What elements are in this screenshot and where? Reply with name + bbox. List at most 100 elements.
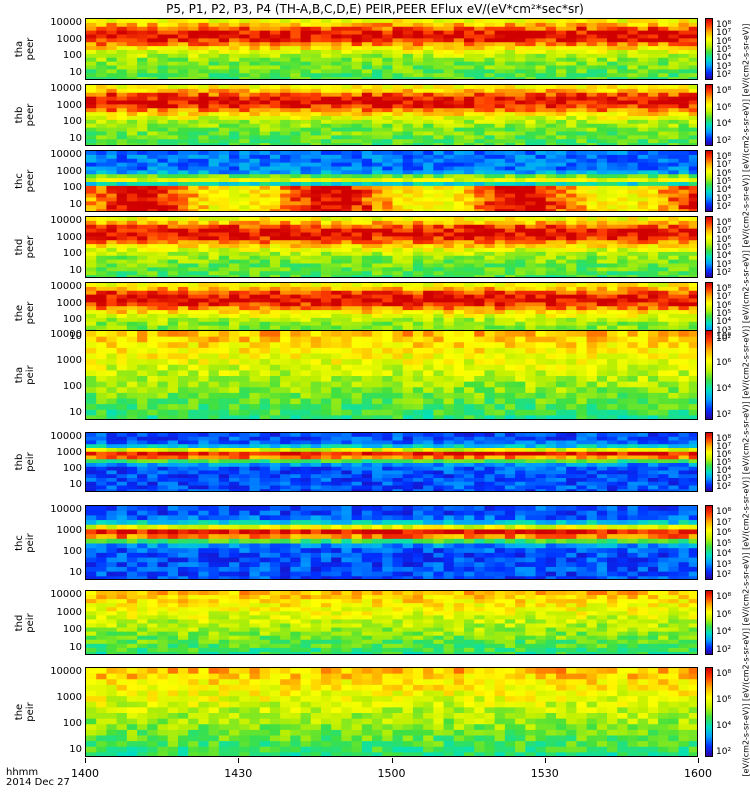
heatmap-cell [218, 166, 230, 171]
heatmap-cell [658, 85, 669, 90]
heatmap-cell [535, 228, 547, 234]
heatmap-cell [627, 244, 639, 249]
heatmap-cell [504, 92, 516, 98]
heatmap-cell [555, 224, 567, 230]
heatmap-cell [423, 30, 434, 36]
heatmap-cell [116, 255, 128, 261]
heatmap-cell [310, 65, 322, 70]
heatmap-cell [208, 135, 220, 140]
heatmap-cell [116, 112, 128, 117]
heatmap-cell [412, 127, 424, 133]
heatmap-cell [177, 232, 189, 237]
heatmap-cell [433, 26, 445, 32]
heatmap-cell [208, 290, 220, 296]
heatmap-cell [617, 248, 629, 253]
heatmap-cell [310, 108, 322, 113]
heatmap-cell [116, 26, 128, 32]
heatmap-cell [494, 244, 506, 249]
heatmap-cell [566, 290, 577, 296]
heatmap-cell [443, 286, 455, 292]
heatmap-cell [474, 22, 486, 28]
heatmap-cell [188, 46, 199, 51]
heatmap-cell [443, 255, 455, 261]
heatmap-cell [96, 92, 108, 98]
heatmap-cell [525, 255, 537, 261]
heatmap-cell [177, 217, 189, 222]
heatmap-cell [576, 314, 588, 319]
heatmap-cell [484, 19, 496, 24]
heatmap-cell [596, 69, 608, 74]
heatmap-cell [290, 38, 302, 43]
heatmap-cell [126, 306, 138, 311]
heatmap-cell [433, 251, 445, 257]
heatmap-cell [249, 46, 261, 51]
heatmap-cell [137, 85, 148, 90]
heatmap-cell [688, 154, 697, 160]
heatmap-cell [494, 220, 506, 226]
heatmap-cell [239, 88, 251, 94]
heatmap-cell [106, 119, 118, 125]
heatmap-cell [525, 30, 537, 36]
heatmap-cell [300, 189, 312, 195]
heatmap-cell [157, 170, 169, 175]
heatmap-cell [229, 127, 240, 133]
heatmap-cell [668, 22, 680, 28]
heatmap-cell [198, 96, 210, 102]
heatmap-cell [607, 151, 618, 156]
heatmap-cell [586, 248, 598, 253]
heatmap-cell [177, 197, 189, 202]
heatmap-cell [647, 46, 659, 51]
heatmap-cell [269, 119, 281, 125]
heatmap-cell [157, 314, 169, 319]
heatmap-cell [218, 26, 230, 32]
heatmap-cell [229, 30, 240, 36]
heatmap-cell [515, 131, 526, 136]
heatmap-cell [167, 286, 179, 292]
heatmap-cell [566, 294, 577, 300]
heatmap-cell [147, 100, 159, 105]
heatmap-cell [239, 263, 251, 268]
heatmap-cell [484, 135, 496, 140]
heatmap-cell [484, 178, 496, 183]
heatmap-cell [566, 197, 577, 202]
heatmap-cell [177, 306, 189, 311]
heatmap-cell [627, 22, 639, 28]
heatmap-cell [586, 154, 598, 160]
heatmap-cell [555, 34, 567, 39]
heatmap-cell [147, 123, 159, 129]
heatmap-cell [331, 321, 343, 327]
heatmap-cell [198, 251, 210, 257]
heatmap-cell [535, 119, 547, 125]
heatmap-cell [474, 131, 486, 136]
heatmap-cell [137, 409, 148, 416]
heatmap-cell [137, 271, 148, 276]
heatmap-cell [269, 50, 281, 55]
heatmap-cell [106, 342, 118, 349]
heatmap-cell [126, 271, 138, 276]
heatmap-cell [96, 331, 108, 338]
heatmap-cell [494, 53, 506, 59]
heatmap-cell [668, 34, 680, 39]
heatmap-cell [535, 166, 547, 171]
heatmap-cell [678, 116, 690, 121]
heatmap-cell [576, 217, 588, 222]
heatmap-cell [382, 201, 394, 206]
heatmap-cell [617, 306, 629, 311]
heatmap-cell [106, 376, 118, 383]
heatmap-cell [351, 325, 363, 331]
heatmap-cell [290, 251, 302, 257]
heatmap-cell [464, 174, 475, 179]
heatmap-cell [382, 57, 394, 63]
heatmap-cell [320, 46, 332, 51]
heatmap-cell [116, 139, 128, 144]
heatmap-cell [586, 201, 598, 206]
heatmap-cell [443, 108, 455, 113]
heatmap-cell [658, 26, 669, 32]
heatmap-cell [443, 154, 455, 160]
heatmap-cell [290, 244, 302, 249]
heatmap-cell [586, 286, 598, 292]
heatmap-cell [525, 119, 537, 125]
heatmap-cell [229, 19, 240, 24]
heatmap-cell [331, 290, 343, 296]
heatmap-cell [290, 182, 302, 187]
